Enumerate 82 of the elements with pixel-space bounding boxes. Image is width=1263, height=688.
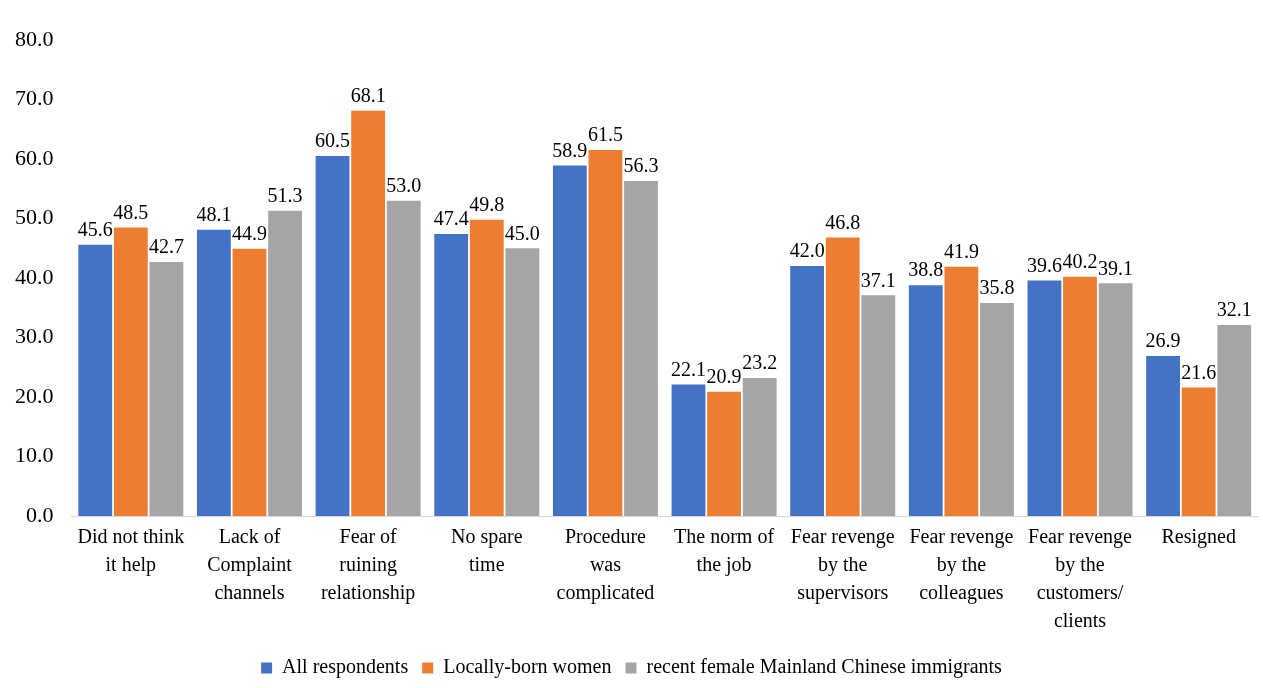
bar [908,285,943,516]
x-tick-label: Fear revenge by the supervisors [790,525,895,605]
y-tick-label: 20.0 [15,382,54,408]
bar [505,248,540,516]
data-label: 42.7 [148,235,184,258]
bar [861,295,896,516]
data-label: 44.9 [231,222,267,245]
bar [588,150,623,516]
bar [1217,325,1252,516]
data-label: 47.4 [433,207,469,230]
bar [351,110,386,516]
bar [671,384,706,516]
data-label: 39.1 [1098,256,1134,279]
y-tick-label: 10.0 [15,442,54,468]
data-label: 60.5 [315,129,351,152]
bar [386,200,421,516]
y-tick-label: 50.0 [15,204,54,230]
data-label: 56.3 [623,154,659,177]
data-label: 45.6 [77,217,113,240]
bar [1098,283,1133,516]
x-tick-label: Fear of ruining relationship [320,525,416,605]
bar [149,261,184,516]
legend-label: recent female Mainland Chinese immigrants [646,655,1003,679]
data-label: 37.1 [860,268,896,291]
legend-label: All respondents [282,655,409,679]
bar [825,237,860,516]
bar [624,181,658,516]
bar [980,302,1014,516]
bar [469,219,504,516]
x-tick-label: Did not think it help [77,525,185,577]
bar [552,165,587,516]
x-tick-label: Resigned [1161,525,1236,549]
y-tick-label: 60.0 [15,144,54,170]
data-label: 38.8 [908,258,944,281]
x-tick-label: Fear revenge by the colleagues [909,525,1014,605]
data-label: 32.1 [1216,298,1252,321]
data-label: 40.2 [1062,250,1098,273]
data-label: 51.3 [267,184,303,207]
bar [1146,355,1180,516]
legend-label: Locally-born women [443,655,612,679]
x-tick-label: The norm of the job [674,525,775,577]
data-label: 46.8 [825,210,861,233]
bar [944,266,979,516]
y-tick-label: 40.0 [15,263,54,289]
x-tick-label: Lack of Complaint channels [207,525,293,604]
data-label: 53.0 [386,173,422,196]
data-label: 20.9 [706,364,742,387]
bar [742,377,777,516]
data-label: 42.0 [789,239,825,262]
data-label: 41.9 [943,239,979,262]
bar [78,244,113,516]
y-tick-label: 0.0 [26,501,54,527]
bar [113,227,148,516]
bar [790,266,825,516]
y-tick-label: 80.0 [15,25,54,51]
data-label: 48.5 [113,200,149,223]
data-label: 58.9 [552,138,588,161]
data-label: 23.2 [742,351,778,374]
data-label: 68.1 [350,84,386,107]
bar [268,210,302,516]
bar [434,233,469,516]
bar [1027,280,1062,516]
bar [315,156,350,516]
bar [196,229,231,516]
bar [232,248,267,516]
data-label: 45.0 [504,221,540,244]
data-label: 49.8 [469,192,505,215]
y-tick-label: 70.0 [15,85,54,111]
data-label: 22.1 [670,357,706,380]
bar [707,391,741,516]
data-label: 61.5 [587,123,623,146]
bar [1181,387,1216,516]
data-label: 39.6 [1026,253,1062,276]
bar [1063,276,1097,516]
data-label: 21.6 [1181,360,1217,383]
data-label: 26.9 [1145,329,1181,352]
y-tick-label: 30.0 [15,323,54,349]
x-tick-label: Fear revenge by the customers/ clients [1028,525,1133,632]
x-tick-label: No spare time [450,525,523,576]
data-label: 48.1 [196,203,232,226]
data-label: 35.8 [979,276,1015,299]
x-tick-label: Procedure was complicated [556,525,655,605]
